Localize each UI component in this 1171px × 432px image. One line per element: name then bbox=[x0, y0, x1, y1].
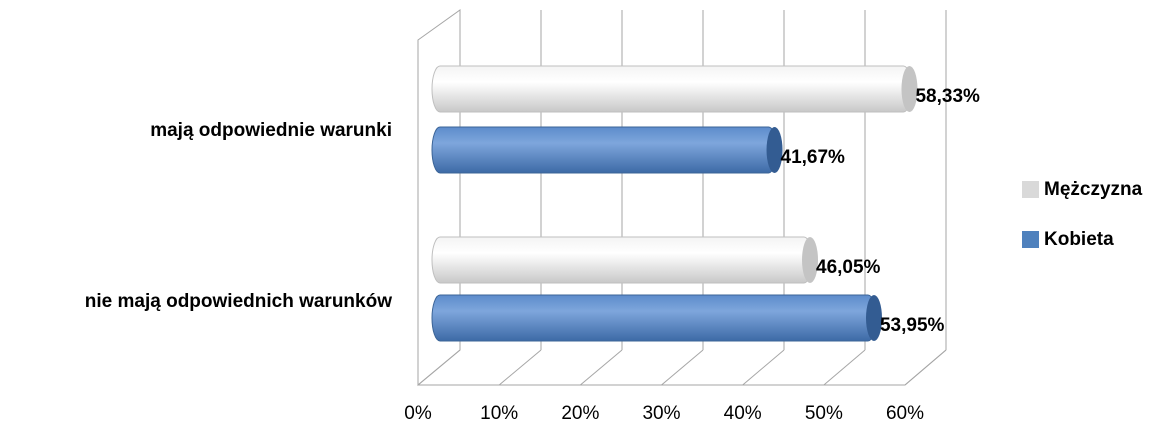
x-tick-label: 60% bbox=[886, 403, 924, 424]
category-label: nie mają odpowiednich warunków bbox=[85, 291, 392, 312]
value-label: 46,05% bbox=[816, 257, 881, 278]
value-label: 53,95% bbox=[880, 315, 945, 336]
floor-line bbox=[742, 349, 785, 386]
bar-cap bbox=[802, 237, 819, 283]
x-tick-label: 10% bbox=[480, 403, 518, 424]
bar-cap bbox=[865, 295, 882, 341]
x-tick-label: 30% bbox=[642, 403, 680, 424]
legend-label: Mężczyzna bbox=[1044, 179, 1143, 200]
floor-line bbox=[823, 349, 866, 386]
legend-label: Kobieta bbox=[1044, 229, 1114, 250]
floor-line bbox=[417, 349, 461, 386]
bar bbox=[431, 294, 877, 342]
bar bbox=[431, 126, 778, 174]
bar-cap bbox=[901, 66, 918, 112]
x-tick-label: 40% bbox=[724, 403, 762, 424]
value-label: 41,67% bbox=[781, 147, 846, 168]
floor-line bbox=[498, 349, 542, 386]
x-tick-label: 20% bbox=[561, 403, 599, 424]
x-tick-label: 50% bbox=[805, 403, 843, 424]
bar bbox=[431, 65, 912, 113]
legend-swatch bbox=[1022, 181, 1039, 198]
bar bbox=[431, 236, 813, 284]
value-label: 58,33% bbox=[915, 86, 980, 107]
legend-swatch bbox=[1022, 231, 1039, 248]
x-tick-label: 0% bbox=[404, 403, 432, 424]
floor-line bbox=[580, 349, 623, 386]
category-label: mają odpowiednie warunki bbox=[150, 120, 392, 141]
bar-cap bbox=[766, 127, 783, 173]
floor-line bbox=[904, 349, 947, 386]
floor-line bbox=[661, 349, 704, 386]
